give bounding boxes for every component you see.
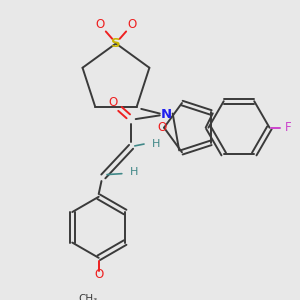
Text: O: O — [96, 19, 105, 32]
Text: O: O — [108, 96, 117, 109]
Text: O: O — [94, 268, 103, 281]
Text: S: S — [111, 37, 121, 50]
Text: O: O — [158, 121, 167, 134]
Text: F: F — [285, 121, 291, 134]
Text: H: H — [130, 167, 138, 177]
Text: O: O — [127, 19, 136, 32]
Text: CH₃: CH₃ — [78, 293, 97, 300]
Text: H: H — [152, 139, 160, 149]
Text: N: N — [161, 108, 172, 121]
